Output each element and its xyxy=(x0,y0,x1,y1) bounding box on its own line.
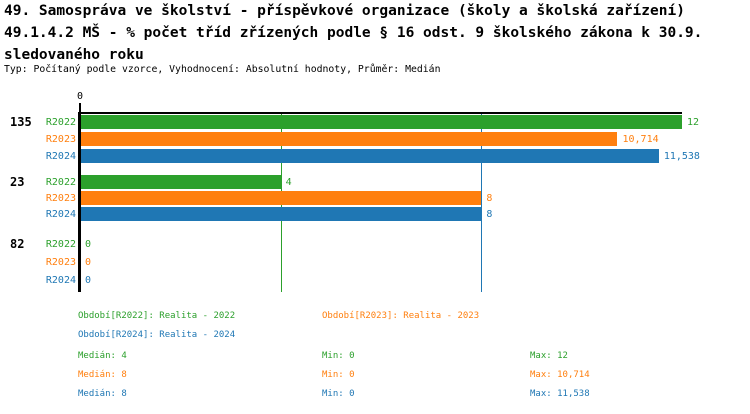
x-axis-line xyxy=(78,112,682,114)
stat-label: Min: xyxy=(322,389,344,399)
stat-median-R2024: Medián: 8 xyxy=(78,389,127,399)
series-tick-label: R2023 xyxy=(45,134,76,145)
stat-max-R2023: Max: 10,714 xyxy=(530,370,590,380)
stat-median-R2023: Medián: 8 xyxy=(78,370,127,380)
stat-label: Min: xyxy=(322,370,344,380)
y-axis-line xyxy=(78,112,81,292)
x-axis-tick xyxy=(79,103,81,112)
legend-item-R2023: Období[R2023]: Realita - 2023 xyxy=(322,311,480,321)
stat-value: 11,538 xyxy=(557,389,590,399)
page-title-line-2: 49.1.4.2 MŠ - % počet tříd zřízených pod… xyxy=(4,25,703,41)
x-axis-tick-label: 0 xyxy=(76,91,84,102)
series-tick-label: R2023 xyxy=(45,257,76,268)
bar-value-label: 0 xyxy=(85,257,92,268)
stat-label: Min: xyxy=(322,351,344,361)
stat-value: 4 xyxy=(121,351,127,361)
series-tick-label: R2024 xyxy=(45,209,76,220)
bar-value-label: 4 xyxy=(285,177,292,188)
series-tick-label: R2024 xyxy=(45,151,76,162)
series-tick-label: R2024 xyxy=(45,275,76,286)
stat-label: Max: xyxy=(530,370,552,380)
page-title-line-3: sledovaného roku xyxy=(4,47,144,63)
stat-value: 8 xyxy=(121,370,127,380)
median-line-R2024 xyxy=(481,112,483,292)
bar-value-label: 11,538 xyxy=(663,151,700,162)
bar-R2022-135 xyxy=(80,115,682,129)
stat-median-R2022: Medián: 4 xyxy=(78,351,127,361)
stat-value: 0 xyxy=(349,370,355,380)
stat-label: Max: xyxy=(530,351,552,361)
stat-min-R2022: Min: 0 xyxy=(322,351,355,361)
stat-min-R2024: Min: 0 xyxy=(322,389,355,399)
bar-value-label: 8 xyxy=(486,193,493,204)
bar-R2023-23 xyxy=(80,191,482,205)
stat-value: 10,714 xyxy=(557,370,590,380)
bar-R2023-135 xyxy=(80,132,618,146)
series-tick-label: R2022 xyxy=(45,239,76,250)
stat-max-R2024: Max: 11,538 xyxy=(530,389,590,399)
stat-label: Medián: xyxy=(78,351,116,361)
group-label-82: 82 xyxy=(10,237,25,251)
bar-value-label: 8 xyxy=(486,209,493,220)
legend-item-R2024: Období[R2024]: Realita - 2024 xyxy=(78,330,236,340)
page-subtitle: Typ: Počítaný podle vzorce, Vyhodnocení:… xyxy=(4,64,441,75)
bar-value-label: 0 xyxy=(85,239,92,250)
group-label-135: 135 xyxy=(10,115,32,129)
stat-label: Medián: xyxy=(78,389,116,399)
series-tick-label: R2022 xyxy=(45,117,76,128)
stat-value: 0 xyxy=(349,389,355,399)
bar-value-label: 12 xyxy=(687,117,700,128)
series-tick-label: R2023 xyxy=(45,193,76,204)
series-tick-label: R2022 xyxy=(45,177,76,188)
bar-R2022-23 xyxy=(80,175,281,189)
bar-R2024-135 xyxy=(80,149,659,163)
page-title-line-1: 49. Samospráva ve školství - příspěvkové… xyxy=(4,3,685,19)
stat-label: Max: xyxy=(530,389,552,399)
bar-value-label: 0 xyxy=(85,275,92,286)
stat-min-R2023: Min: 0 xyxy=(322,370,355,380)
group-label-23: 23 xyxy=(10,175,25,189)
stat-label: Medián: xyxy=(78,370,116,380)
bar-value-label: 10,714 xyxy=(622,134,659,145)
stat-value: 8 xyxy=(121,389,127,399)
bar-R2024-23 xyxy=(80,207,482,221)
stat-value: 12 xyxy=(557,351,568,361)
legend-item-R2022: Období[R2022]: Realita - 2022 xyxy=(78,311,236,321)
stat-max-R2022: Max: 12 xyxy=(530,351,568,361)
stat-value: 0 xyxy=(349,351,355,361)
